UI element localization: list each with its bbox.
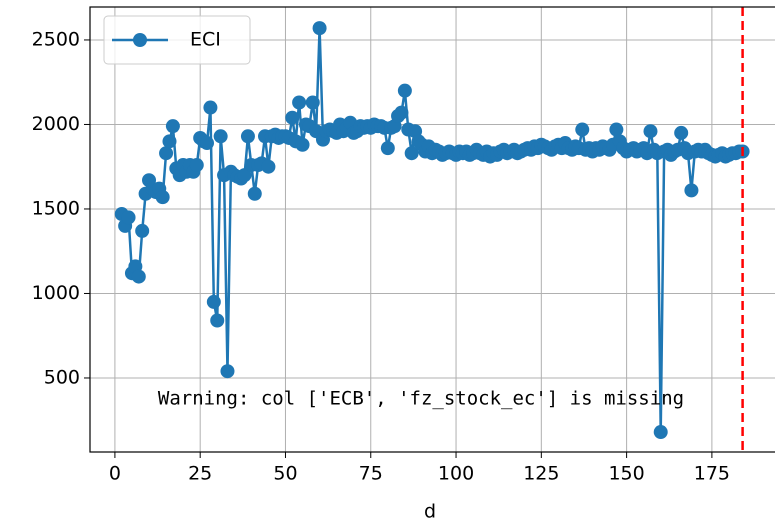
x-tick-label: 50 bbox=[273, 463, 297, 485]
data-point bbox=[206, 294, 221, 309]
x-tick-label: 25 bbox=[188, 463, 212, 485]
x-tick-label: 150 bbox=[608, 463, 644, 485]
data-point bbox=[312, 21, 327, 36]
data-point bbox=[684, 183, 699, 198]
x-tick-label: 100 bbox=[438, 463, 474, 485]
data-point bbox=[237, 168, 252, 183]
data-point bbox=[261, 159, 276, 174]
y-tick-label: 500 bbox=[44, 366, 80, 388]
data-point bbox=[200, 136, 215, 151]
x-tick-label: 0 bbox=[109, 463, 121, 485]
data-point bbox=[674, 125, 689, 140]
data-point bbox=[240, 129, 255, 144]
x-axis-label: d bbox=[424, 501, 436, 522]
data-point bbox=[305, 95, 320, 110]
data-point bbox=[210, 313, 225, 328]
data-point bbox=[159, 146, 174, 161]
x-tick-label: 75 bbox=[359, 463, 383, 485]
data-point bbox=[189, 158, 204, 173]
data-point bbox=[131, 269, 146, 284]
data-point bbox=[247, 186, 262, 201]
data-point bbox=[397, 83, 412, 98]
data-point bbox=[121, 210, 136, 225]
data-point bbox=[653, 425, 668, 440]
legend-marker bbox=[133, 33, 147, 47]
data-point bbox=[404, 146, 419, 161]
data-point bbox=[220, 364, 235, 379]
y-tick-label: 1500 bbox=[32, 197, 80, 219]
y-tick-label: 2500 bbox=[32, 28, 80, 50]
grid bbox=[90, 7, 775, 452]
y-tick-label: 2000 bbox=[32, 113, 80, 135]
data-point bbox=[155, 190, 170, 205]
x-tick-label: 125 bbox=[523, 463, 559, 485]
legend-label: ECI bbox=[190, 29, 221, 51]
data-point bbox=[285, 110, 300, 125]
data-point bbox=[394, 105, 409, 120]
data-point bbox=[643, 124, 658, 139]
data-point bbox=[203, 100, 218, 115]
annotation: Warning: col ['ECB', 'fz_stock_ec'] is m… bbox=[158, 387, 684, 409]
data-point bbox=[165, 119, 180, 134]
plot-area bbox=[90, 7, 775, 452]
data-point bbox=[295, 137, 310, 152]
data-point bbox=[380, 141, 395, 156]
axes-frame bbox=[89, 6, 775, 453]
data-point bbox=[213, 129, 228, 144]
data-point bbox=[135, 223, 150, 238]
data-point bbox=[162, 134, 177, 149]
x-tick-label: 175 bbox=[694, 463, 730, 485]
data-point bbox=[609, 122, 624, 137]
legend-box bbox=[103, 15, 251, 65]
data-point bbox=[292, 95, 307, 110]
data-point bbox=[575, 122, 590, 137]
y-tick-label: 1000 bbox=[32, 282, 80, 304]
marks bbox=[114, 7, 750, 452]
legend: ECI bbox=[103, 15, 251, 65]
